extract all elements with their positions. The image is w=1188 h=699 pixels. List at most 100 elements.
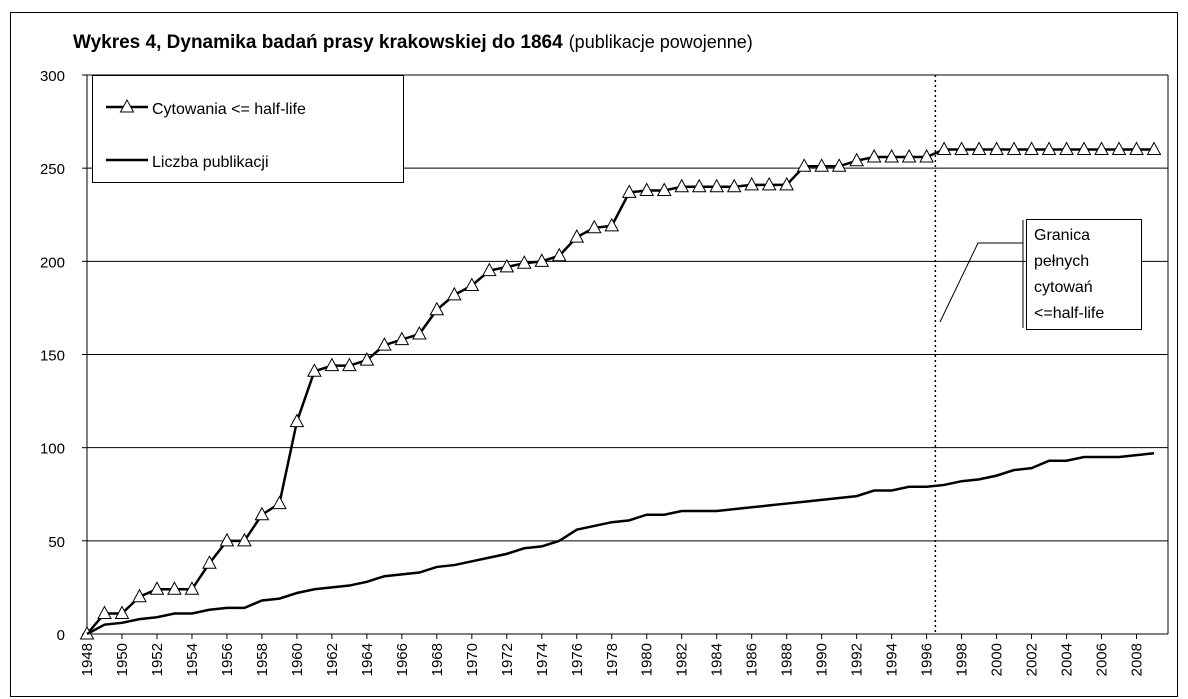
triangle-marker xyxy=(901,148,917,163)
triangle-marker xyxy=(481,262,497,277)
triangle-marker xyxy=(639,182,655,197)
x-tick-label: 1978 xyxy=(604,643,621,676)
x-tick-label: 2002 xyxy=(1024,643,1041,676)
x-tick-label: 1966 xyxy=(394,643,411,676)
x-tick-label: 2006 xyxy=(1094,643,1111,676)
y-tick-label: 150 xyxy=(40,348,65,365)
triangle-marker xyxy=(412,325,427,340)
triangle-marker xyxy=(254,506,270,521)
annotation-text: pełnych xyxy=(1034,253,1089,270)
x-tick-label: 1972 xyxy=(499,643,516,676)
triangle-marker xyxy=(919,148,934,163)
triangle-marker xyxy=(989,141,1004,156)
chart-title: Wykres 4, Dynamika badań prasy krakowski… xyxy=(73,32,753,53)
triangle-marker xyxy=(779,176,795,191)
x-tick-label: 1994 xyxy=(884,643,901,676)
title: Wykres 4, Dynamika badań prasy krakowski… xyxy=(73,32,563,53)
triangle-marker xyxy=(1041,141,1057,156)
triangle-marker xyxy=(621,184,637,198)
x-tick-label: 1968 xyxy=(429,643,446,676)
annotation-text: Granica xyxy=(1034,227,1090,244)
triangle-marker xyxy=(202,555,217,569)
legend-label: Cytowania <= half-life xyxy=(152,101,306,118)
triangle-marker xyxy=(342,357,357,372)
triangle-marker xyxy=(237,532,252,547)
y-tick-label: 200 xyxy=(40,254,65,271)
triangle-marker xyxy=(674,178,690,193)
triangle-marker xyxy=(464,277,480,292)
triangle-marker xyxy=(936,141,952,156)
triangle-marker xyxy=(446,286,462,301)
triangle-marker xyxy=(884,148,899,163)
annotation-text: cytowań xyxy=(1034,279,1093,296)
x-tick-label: 1958 xyxy=(254,643,271,676)
annotation-box xyxy=(1026,219,1142,330)
x-tick-label: 1970 xyxy=(464,643,481,676)
x-tick-label: 1996 xyxy=(919,643,936,676)
x-tick-label: 1954 xyxy=(184,643,201,676)
x-tick-label: 1988 xyxy=(779,643,796,676)
triangle-marker xyxy=(1111,141,1127,156)
x-tick-label: 1960 xyxy=(289,643,306,676)
triangle-marker xyxy=(394,331,410,346)
y-tick-label: 250 xyxy=(40,161,65,178)
triangle-marker xyxy=(1076,141,1092,156)
x-tick-label: 1992 xyxy=(849,643,866,676)
triangle-marker xyxy=(709,178,725,193)
triangle-marker xyxy=(796,158,812,172)
triangle-marker xyxy=(569,229,585,243)
x-tick-label: 1984 xyxy=(709,643,726,676)
triangle-marker xyxy=(289,413,305,428)
x-tick-label: 1980 xyxy=(639,643,656,676)
triangle-marker xyxy=(604,217,620,232)
subtitle: (publikacje powojenne) xyxy=(569,32,753,52)
legend-label: Liczba publikacji xyxy=(152,154,269,171)
triangle-marker xyxy=(377,337,392,351)
triangle-marker xyxy=(744,176,760,191)
x-tick-label: 1986 xyxy=(744,643,761,676)
legend-box xyxy=(92,75,404,183)
triangle-marker xyxy=(726,178,742,193)
triangle-marker xyxy=(1006,141,1022,156)
x-tick-label: 2004 xyxy=(1059,643,1076,676)
x-tick-label: 2008 xyxy=(1129,643,1146,676)
triangle-marker xyxy=(1094,141,1109,156)
triangle-marker xyxy=(551,247,567,262)
annotation-text: <=half-life xyxy=(1034,305,1104,322)
y-tick-label: 100 xyxy=(40,441,65,458)
x-tick-label: 1948 xyxy=(79,643,96,676)
triangle-marker xyxy=(866,148,882,163)
x-tick-label: 1964 xyxy=(359,643,376,676)
triangle-marker xyxy=(184,581,200,595)
triangle-marker xyxy=(831,158,847,172)
triangle-marker xyxy=(971,141,987,156)
triangle-marker xyxy=(219,532,235,547)
x-tick-label: 1952 xyxy=(149,643,166,676)
x-tick-label: 2000 xyxy=(989,643,1006,676)
triangle-marker xyxy=(1059,141,1074,156)
triangle-marker xyxy=(359,352,375,366)
x-tick-label: 1976 xyxy=(569,643,586,676)
legend-marker xyxy=(119,98,135,113)
triangle-marker xyxy=(429,301,445,316)
triangle-marker xyxy=(272,495,287,510)
triangle-marker xyxy=(307,363,322,377)
triangle-marker xyxy=(691,178,707,193)
triangle-marker xyxy=(132,588,147,603)
x-tick-label: 1962 xyxy=(324,643,341,676)
x-tick-label: 1950 xyxy=(114,643,131,676)
triangle-marker xyxy=(499,258,515,273)
triangle-marker xyxy=(1146,141,1162,156)
triangle-marker xyxy=(167,581,182,595)
triangle-marker xyxy=(114,605,130,620)
triangle-marker xyxy=(97,605,112,620)
triangle-marker xyxy=(516,255,532,269)
x-tick-label: 1974 xyxy=(534,643,551,676)
y-tick-label: 50 xyxy=(48,534,65,551)
series-line xyxy=(86,452,1155,636)
triangle-marker xyxy=(534,253,550,267)
y-tick-label: 0 xyxy=(57,627,65,644)
x-tick-label: 1998 xyxy=(954,643,971,676)
